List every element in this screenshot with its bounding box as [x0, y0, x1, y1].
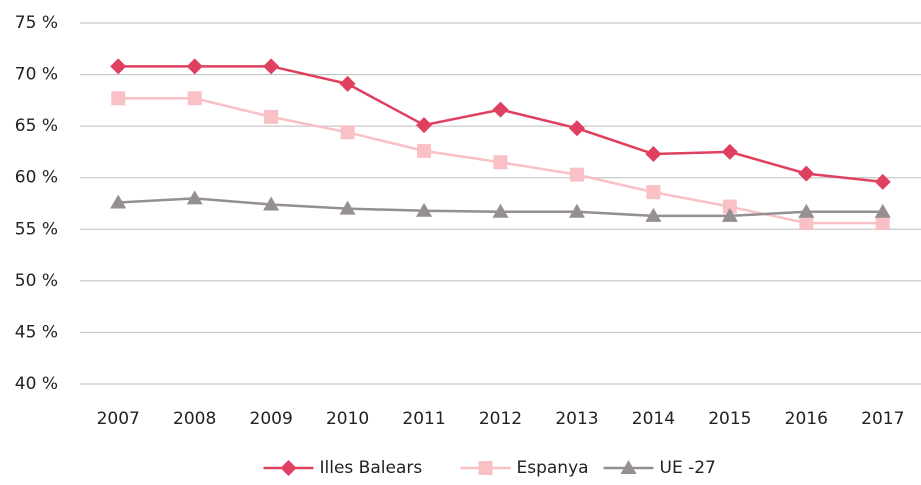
marker — [264, 109, 279, 124]
x-tick-label: 2013 — [555, 409, 598, 429]
marker — [110, 58, 127, 75]
y-tick-label: 45 % — [15, 322, 58, 342]
marker — [187, 91, 202, 106]
x-tick-label: 2011 — [402, 409, 445, 429]
marker — [478, 461, 493, 475]
marker — [493, 155, 508, 170]
x-tick-label: 2007 — [97, 409, 140, 429]
y-tick-label: 70 % — [15, 65, 58, 85]
marker — [492, 101, 509, 118]
marker — [186, 190, 203, 205]
marker — [645, 145, 662, 162]
marker — [798, 165, 815, 182]
marker — [263, 58, 280, 75]
marker — [798, 203, 815, 218]
marker — [280, 460, 297, 476]
marker — [799, 216, 814, 231]
marker — [874, 203, 891, 218]
x-tick-label: 2014 — [632, 409, 675, 429]
x-tick-label: 2008 — [173, 409, 216, 429]
x-tick-label: 2009 — [250, 409, 293, 429]
legend-label: Illes Balears — [320, 458, 423, 478]
marker — [722, 199, 737, 214]
marker — [186, 58, 203, 75]
marker — [339, 75, 356, 92]
marker — [416, 202, 433, 217]
marker — [263, 196, 280, 211]
y-tick-label: 75 % — [15, 13, 58, 33]
x-tick-label: 2012 — [479, 409, 522, 429]
marker — [874, 173, 891, 190]
x-tick-label: 2015 — [708, 409, 751, 429]
y-tick-label: 60 % — [15, 168, 58, 188]
marker — [875, 216, 890, 231]
marker — [340, 125, 355, 140]
marker — [569, 167, 584, 182]
x-tick-label: 2010 — [326, 409, 369, 429]
marker — [110, 194, 127, 209]
y-tick-label: 50 % — [15, 271, 58, 291]
marker — [620, 460, 637, 474]
marker — [111, 91, 126, 106]
marker — [416, 117, 433, 134]
marker — [721, 143, 738, 160]
marker — [721, 207, 738, 222]
legend-label: Espanya — [517, 458, 589, 478]
y-tick-label: 55 % — [15, 219, 58, 239]
x-tick-label: 2017 — [861, 409, 904, 429]
marker — [568, 203, 585, 218]
marker — [492, 203, 509, 218]
marker — [645, 207, 662, 222]
marker — [646, 185, 661, 200]
marker — [568, 120, 585, 137]
marker — [417, 143, 432, 158]
marker — [339, 200, 356, 215]
legend-label: UE -27 — [660, 458, 716, 478]
y-tick-label: 40 % — [15, 374, 58, 394]
y-tick-label: 65 % — [15, 116, 58, 136]
x-tick-label: 2016 — [785, 409, 828, 429]
